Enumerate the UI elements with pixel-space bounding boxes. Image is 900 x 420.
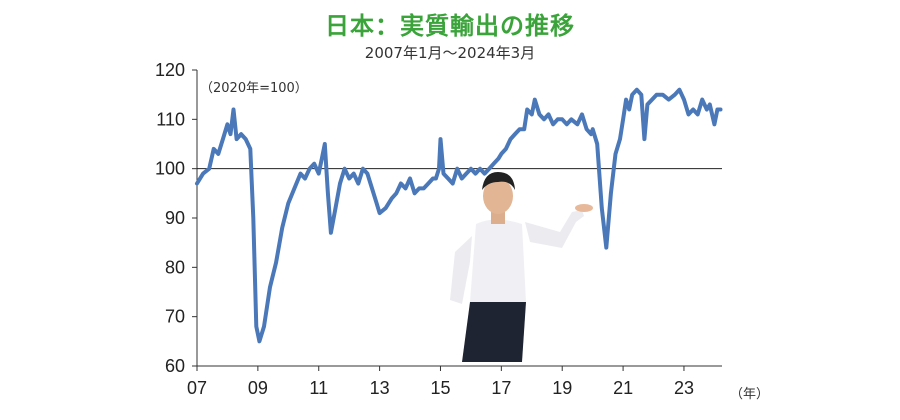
y-tick-label: 100 [155,159,185,179]
chart-title: 日本：実質輸出の推移 [325,12,575,40]
x-tick-label: 13 [370,378,390,398]
y-tick-labels: 60 70 80 90 100 110 120 [155,60,185,376]
axes [192,69,722,371]
x-tick-label: 09 [248,378,268,398]
presenter-figure [450,172,593,362]
x-tick-label: 21 [613,378,633,398]
unit-note: （2020年=100） [200,81,308,96]
y-tick-label: 80 [165,257,185,277]
x-tick-label: 17 [491,378,511,398]
x-tick-label: 11 [309,378,328,398]
y-tick-label: 70 [165,307,185,327]
y-tick-label: 120 [155,60,185,80]
series-line [195,87,723,344]
chart-subtitle: 2007年1月～2024年3月 [364,44,536,62]
x-tick-label: 07 [187,378,207,398]
y-tick-label: 60 [165,356,185,376]
x-tick-labels: 07 09 11 13 15 17 19 21 23 [187,378,694,398]
x-axis-label: （年） [730,387,769,402]
y-tick-label: 90 [165,208,185,228]
series-group [195,87,723,344]
x-tick-label: 23 [674,378,694,398]
y-tick-label: 110 [156,109,185,129]
x-tick-label: 19 [552,378,572,398]
x-tick-label: 15 [430,378,450,398]
